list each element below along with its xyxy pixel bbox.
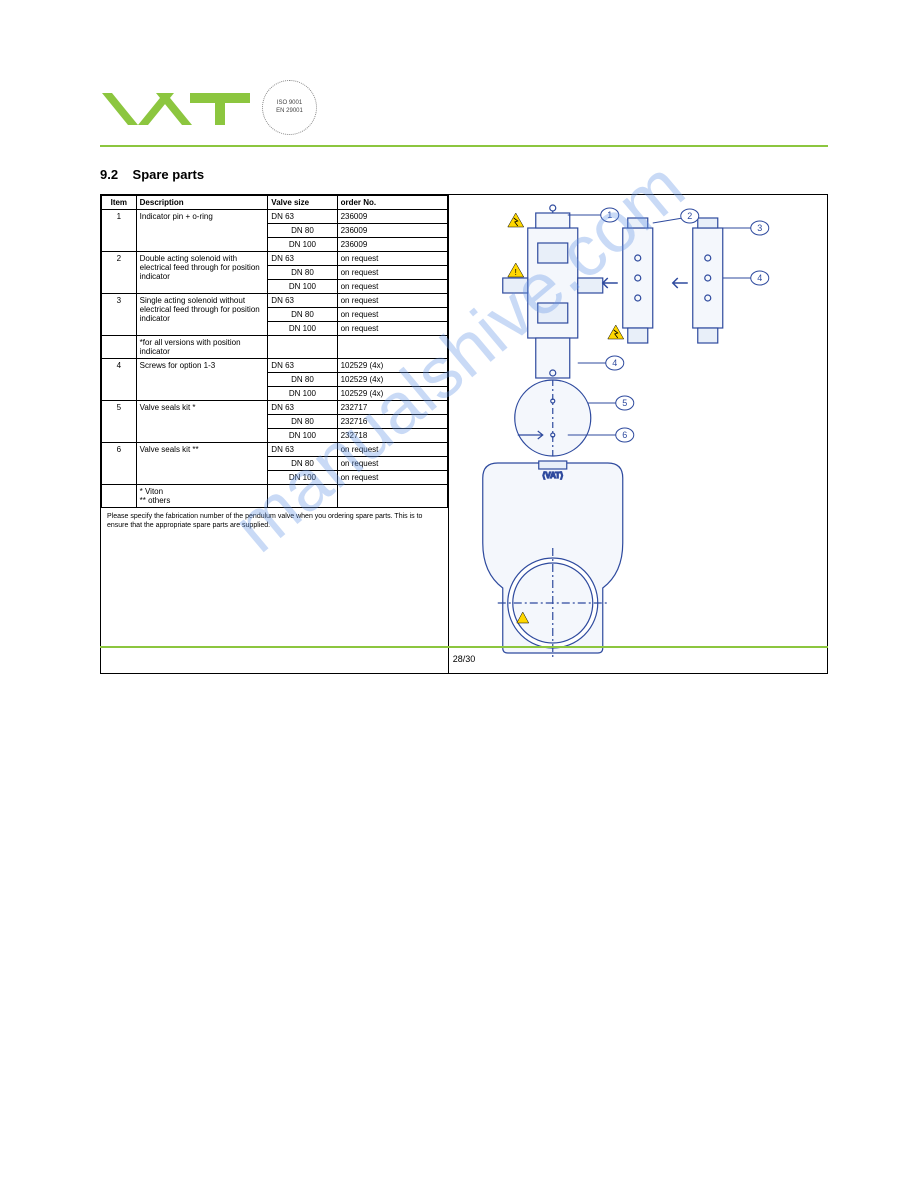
svg-text:⟨VAT⟩: ⟨VAT⟩ xyxy=(543,471,564,480)
callout-1: 1 xyxy=(608,210,613,220)
page-container: ISO 9001 EN 29001 9.2 Spare parts ItemDe… xyxy=(0,0,918,714)
footnote: Please specify the fabrication number of… xyxy=(101,508,448,534)
callout-6: 6 xyxy=(623,430,628,440)
section-title-text: Spare parts xyxy=(133,167,205,182)
table-header: Description xyxy=(136,196,268,210)
table-header: Valve size xyxy=(268,196,337,210)
iso-badge: ISO 9001 EN 29001 xyxy=(262,80,317,135)
parts-table: ItemDescriptionValve sizeorder No.1Indic… xyxy=(101,195,448,508)
header-divider xyxy=(100,145,828,147)
parts-table-column: ItemDescriptionValve sizeorder No.1Indic… xyxy=(101,195,449,673)
table-header: Item xyxy=(102,196,137,210)
section-number: 9.2 xyxy=(100,167,118,182)
table-row: 6Valve seals kit **DN 63on request xyxy=(102,443,448,457)
iso-line1: ISO 9001 xyxy=(277,100,302,107)
footer-divider xyxy=(100,646,828,648)
iso-line2: EN 29001 xyxy=(276,108,303,115)
callout-2: 2 xyxy=(688,211,693,221)
diagram-column: ⟨VAT⟩ ! xyxy=(449,195,827,673)
table-row: 3Single acting solenoid without electric… xyxy=(102,294,448,308)
header: ISO 9001 EN 29001 xyxy=(100,80,828,135)
vat-logo xyxy=(100,85,250,130)
section-heading: 9.2 Spare parts xyxy=(100,167,828,182)
technical-diagram: ⟨VAT⟩ ! xyxy=(457,203,819,663)
svg-text:4: 4 xyxy=(613,358,618,368)
content-frame: ItemDescriptionValve sizeorder No.1Indic… xyxy=(100,194,828,674)
table-row: 2Double acting solenoid with electrical … xyxy=(102,252,448,266)
callout-3: 3 xyxy=(758,223,763,233)
svg-text:!: ! xyxy=(515,268,517,277)
table-header: order No. xyxy=(337,196,448,210)
callout-5: 5 xyxy=(623,398,628,408)
table-row: 5Valve seals kit *DN 63232717 xyxy=(102,401,448,415)
page-number: 28/30 xyxy=(100,654,828,664)
table-row: *for all versions with position indicato… xyxy=(102,336,448,359)
table-row: 4Screws for option 1-3DN 63102529 (4x) xyxy=(102,359,448,373)
callout-4: 4 xyxy=(758,273,763,283)
footer: 28/30 xyxy=(100,646,828,664)
table-row: * Viton ** others xyxy=(102,485,448,508)
table-row: 1Indicator pin + o-ringDN 63236009 xyxy=(102,210,448,224)
